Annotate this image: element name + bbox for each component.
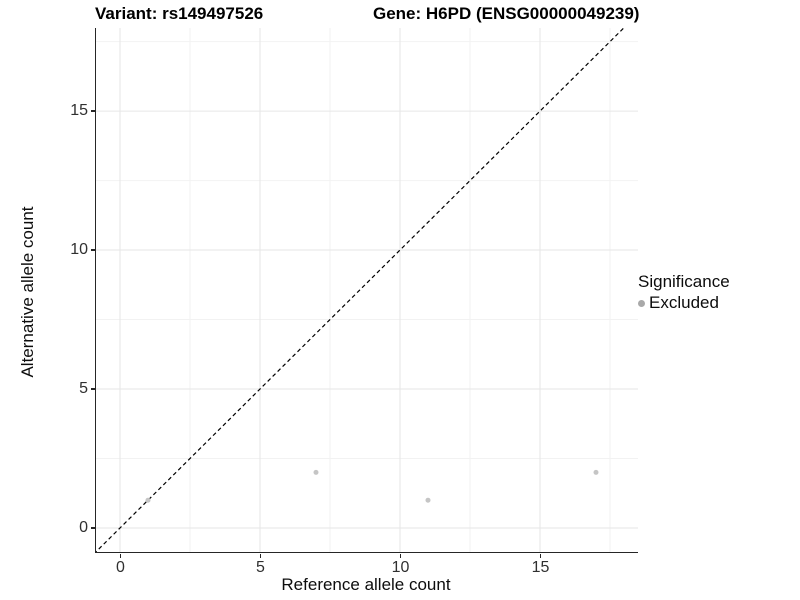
plot-title-variant: Variant: rs149497526 — [95, 4, 264, 23]
y-tick-mark — [91, 527, 95, 529]
y-tick-label: 0 — [79, 518, 88, 536]
x-tick-label: 10 — [391, 559, 410, 576]
legend-entry-excluded: Excluded — [638, 293, 730, 313]
x-tick-label: 0 — [116, 559, 125, 576]
y-tick-mark — [91, 110, 95, 112]
plot-title-gene: Gene: H6PD (ENSG00000049239) — [373, 4, 640, 23]
x-tick-mark — [399, 553, 402, 558]
y-axis-title: Alternative allele count — [18, 206, 37, 378]
y-tick-label: 15 — [70, 102, 88, 120]
x-tick-mark — [539, 553, 542, 558]
x-tick-mark — [119, 553, 122, 558]
legend-key-dot-icon — [638, 299, 645, 307]
identity-reference-line — [96, 28, 625, 552]
plot-canvas — [96, 28, 638, 552]
data-point — [145, 497, 151, 503]
x-tick-label: 5 — [256, 559, 265, 576]
data-point — [593, 469, 599, 475]
legend: Significance Excluded — [638, 272, 730, 313]
x-tick-mark — [259, 553, 262, 558]
y-tick-label: 10 — [70, 241, 88, 259]
y-tick-mark — [91, 388, 95, 390]
legend-title: Significance — [638, 272, 730, 291]
data-point — [313, 469, 319, 475]
plot-panel — [95, 28, 638, 553]
legend-entry-label: Excluded — [649, 293, 719, 312]
data-point — [425, 497, 431, 503]
x-tick-label: 15 — [531, 559, 550, 576]
y-tick-mark — [91, 249, 95, 251]
y-tick-label: 5 — [79, 380, 88, 398]
x-axis-title: Reference allele count — [281, 575, 451, 594]
